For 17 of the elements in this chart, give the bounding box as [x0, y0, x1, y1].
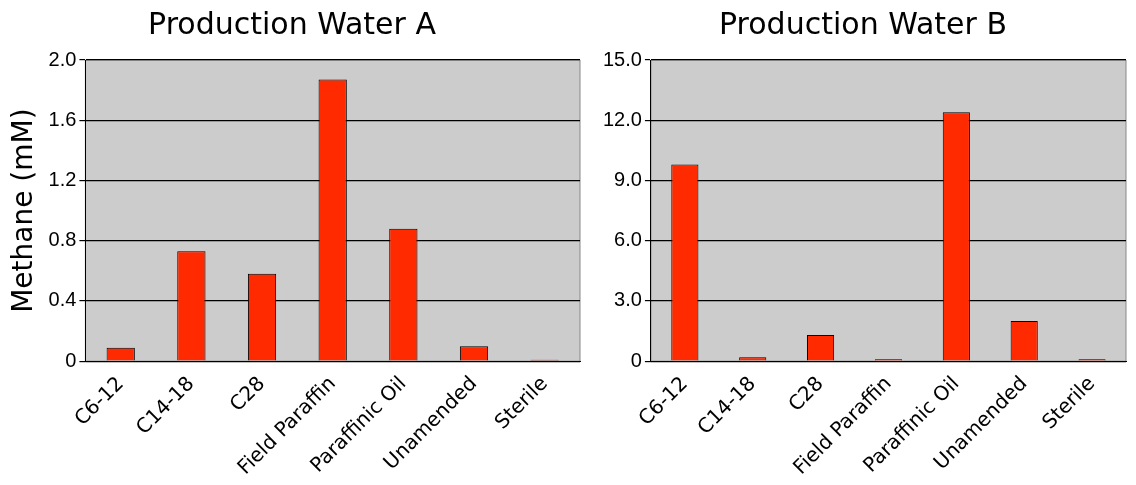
- y-tick-label: 2.0: [48, 47, 77, 70]
- x-tick-label: C28: [782, 370, 828, 416]
- y-tick-label: 3.0: [614, 288, 642, 311]
- y-axis-title: Methane (mM): [6, 108, 40, 313]
- chart-title: Production Water A: [148, 5, 437, 41]
- x-tick-label: C28: [224, 370, 270, 416]
- y-tick-label: 12.0: [602, 107, 642, 130]
- y-tick-label: 1.2: [48, 168, 77, 190]
- y-tick-label: 0: [65, 348, 77, 371]
- y-tick-label: 0: [630, 348, 642, 371]
- y-tick-label: 9.0: [614, 168, 642, 190]
- y-tick-label: 0.4: [48, 288, 77, 311]
- y-tick-label: 0.8: [48, 228, 77, 251]
- y-tick-label: 1.6: [48, 107, 77, 130]
- chart-title: Production Water B: [719, 5, 1007, 41]
- y-tick-label: 15.0: [602, 47, 642, 70]
- y-tick-label: 6.0: [614, 228, 642, 251]
